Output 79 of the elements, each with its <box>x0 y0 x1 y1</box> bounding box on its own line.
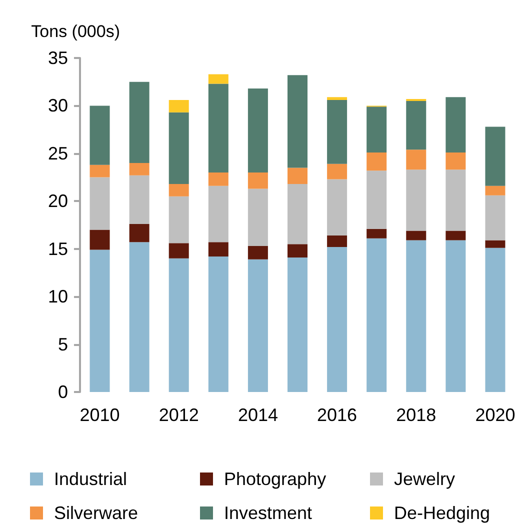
bar <box>485 195 506 240</box>
bar <box>485 240 506 248</box>
bar <box>446 170 466 231</box>
bar <box>248 172 268 189</box>
bar <box>327 235 348 247</box>
bar <box>446 230 466 240</box>
bar <box>406 230 426 240</box>
bar <box>208 242 228 256</box>
bar <box>129 242 150 392</box>
bar <box>288 75 308 168</box>
bar <box>248 188 268 246</box>
bar <box>485 126 506 186</box>
bar <box>248 88 268 173</box>
y-tick-label: 25 <box>48 143 68 164</box>
y-tick-label: 5 <box>58 334 68 354</box>
bar <box>288 244 308 258</box>
bar <box>129 162 150 176</box>
y-tick-label: 20 <box>48 191 68 212</box>
y-tick-label: 10 <box>48 286 68 307</box>
bar <box>366 152 387 171</box>
y-tick-label: 30 <box>48 96 68 116</box>
bar <box>208 74 228 84</box>
bar <box>208 186 228 242</box>
bar <box>168 243 189 258</box>
bar <box>248 259 268 392</box>
legend-label: De-Hedging <box>394 503 490 523</box>
bar <box>327 179 348 236</box>
bar <box>406 150 426 170</box>
legend-label: Silverware <box>54 503 138 523</box>
x-tick-label: 2020 <box>475 405 516 425</box>
bar <box>485 248 506 392</box>
bar <box>406 240 426 392</box>
bar <box>168 100 189 112</box>
bar <box>327 97 348 100</box>
x-tick-label: 2014 <box>238 405 278 425</box>
bar <box>129 82 150 163</box>
bar <box>168 112 189 184</box>
x-tick-label: 2010 <box>80 405 120 425</box>
bar <box>366 170 387 229</box>
bar <box>406 100 426 150</box>
x-tick-label: 2018 <box>396 405 436 425</box>
y-tick-label: 35 <box>48 48 68 68</box>
bar <box>168 196 189 244</box>
bar <box>288 184 308 244</box>
bar <box>90 164 110 178</box>
bar <box>248 246 268 260</box>
bar <box>406 170 426 231</box>
x-tick-label: 2016 <box>317 405 358 425</box>
bar <box>208 84 228 173</box>
bar <box>90 230 110 250</box>
bar <box>208 172 228 186</box>
bar <box>485 186 506 196</box>
bar <box>446 152 466 170</box>
bar <box>366 228 387 238</box>
bar <box>90 106 110 165</box>
legend-label: Investment <box>224 503 312 523</box>
bar <box>288 257 308 392</box>
x-tick-label: 2012 <box>158 405 199 425</box>
bar <box>90 250 110 392</box>
bar <box>129 175 150 224</box>
bar <box>327 100 348 164</box>
bar <box>208 256 228 392</box>
bar <box>366 238 387 392</box>
legend-label: Photography <box>224 469 326 489</box>
bar <box>327 246 348 392</box>
legend-label: Jewelry <box>394 469 456 489</box>
bar <box>168 184 189 196</box>
bar <box>90 177 110 230</box>
y-tick-label: 15 <box>48 238 68 259</box>
bar <box>446 240 466 392</box>
bar <box>168 258 189 392</box>
bar <box>327 164 348 180</box>
legend-label: Industrial <box>54 469 128 489</box>
y-axis-title: Tons (000s) <box>31 22 120 41</box>
y-tick-label: 0 <box>58 382 68 402</box>
bar <box>288 168 308 184</box>
bar <box>446 97 466 152</box>
bar <box>366 106 387 152</box>
bar <box>129 224 150 242</box>
